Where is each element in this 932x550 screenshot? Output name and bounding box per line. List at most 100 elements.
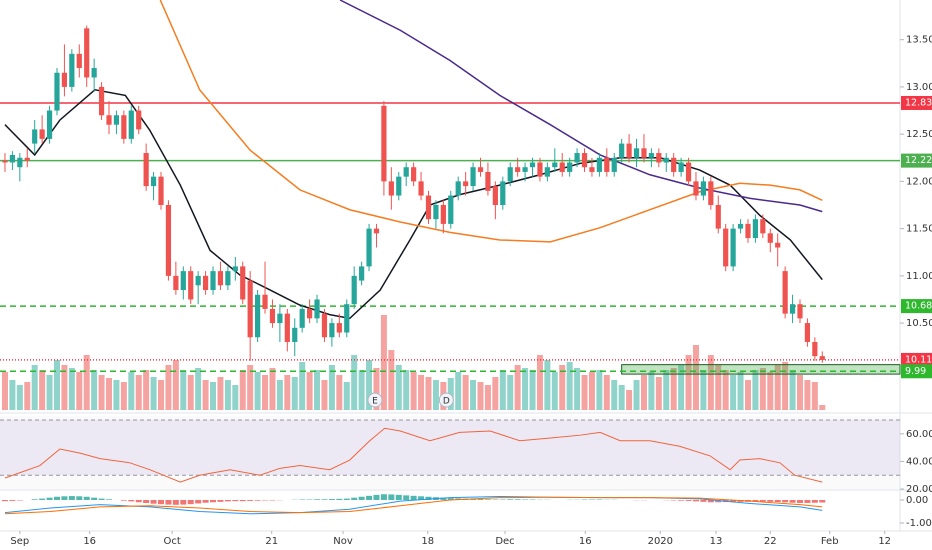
macd-histogram-bar [403,495,410,500]
candle-body [693,181,699,196]
macd-histogram-bar [180,499,187,505]
macd-histogram-bar [336,498,343,500]
candle-body [678,162,684,172]
macd-histogram-bar [165,499,172,505]
volume-bar [91,370,98,410]
x-tick-label: 21 [265,536,278,547]
volume-bar [566,362,573,410]
candle-body [240,266,246,300]
macd-histogram-bar [819,499,826,503]
event-marker [367,392,383,408]
macd-histogram-bar [811,499,818,503]
macd-histogram-bar [232,499,239,502]
macd-histogram-bar [373,494,380,500]
macd-histogram-bar [484,499,491,500]
volume-bar [425,377,432,410]
volume-bar [395,365,402,410]
volume-bar [804,380,811,410]
volume-bar [492,377,499,410]
volume-bar [366,360,373,410]
macd-histogram-bar [120,499,127,501]
candle-body [552,162,558,168]
candle-body [619,143,625,158]
volume-bar [603,375,610,410]
macd-histogram-bar [514,499,521,500]
x-tick-label: Feb [821,536,839,547]
volume-bar [351,355,358,410]
volume-bar [767,372,774,410]
candle-body [158,176,164,205]
candle-body [150,176,157,187]
macd-histogram-bar [247,499,254,501]
candle-body [128,110,134,139]
candle-body [9,154,16,163]
volume-bar [581,375,588,410]
macd-histogram-bar [380,494,387,500]
volume-bar [588,372,595,410]
volume-bar [551,372,558,410]
volume-bar [135,375,142,410]
candle-body [277,313,283,324]
candle-body [17,157,23,168]
macd-histogram-bar [700,499,707,502]
volume-bar [53,360,60,410]
volume-bar [291,377,298,410]
volume-bar [247,365,254,410]
macd-line [4,496,823,515]
moving-average [159,0,823,243]
candle-body [537,162,543,177]
volume-bar [403,370,410,410]
volume-bar [499,370,506,410]
candle-body [292,327,298,342]
volume-bar [321,380,328,410]
candle-body [46,110,53,139]
x-tick-label: 12 [878,536,891,547]
candle-body [812,341,818,357]
event-marker [438,392,454,408]
candle-body [745,223,751,239]
volume-bar [470,380,477,410]
candle-body [69,53,75,87]
volume-bar [707,355,714,410]
macd-histogram-bar [135,499,142,503]
price-badge-label: 9.99 [905,366,926,377]
candle-body [819,356,825,360]
y-tick-label: 13.50 [906,35,932,46]
candle-body [440,205,446,224]
candle-body [507,167,513,182]
candle-body [760,219,766,234]
volume-bar [640,375,647,410]
candle-body [84,28,90,78]
candle-body [336,323,342,333]
candle-body [136,110,142,130]
price-badge-label: 10.11 [905,354,932,365]
candle-body [247,280,253,338]
macd-histogram-bar [31,499,38,500]
macd-histogram-bar [715,499,722,503]
y-tick-label: 12.00 [906,176,932,187]
volume-bar [284,375,291,410]
volume-bar [68,368,75,410]
volume-bar [373,368,380,410]
candle-body [91,68,97,78]
macd-histogram-bar [98,498,105,500]
candle-body [477,167,484,172]
macd-histogram-bar [707,499,714,503]
y-tick-label: -1.00 [906,518,932,529]
candle-body [143,153,149,187]
macd-histogram-bar [358,496,365,500]
macd-line [4,496,823,515]
volume-bar [306,372,313,410]
price-badge [901,153,932,168]
candle-body [61,72,68,87]
candle-body [529,162,536,168]
macd-histogram-bar [76,496,83,500]
volume-bar [105,378,112,410]
macd-histogram-bar [685,499,692,501]
x-tick-label: 16 [579,536,592,547]
volume-bar [692,345,699,410]
y-tick-label: 60.00 [906,429,932,440]
volume-bar [217,377,224,410]
macd-histogram-bar [9,499,16,501]
candle-body [567,162,573,172]
